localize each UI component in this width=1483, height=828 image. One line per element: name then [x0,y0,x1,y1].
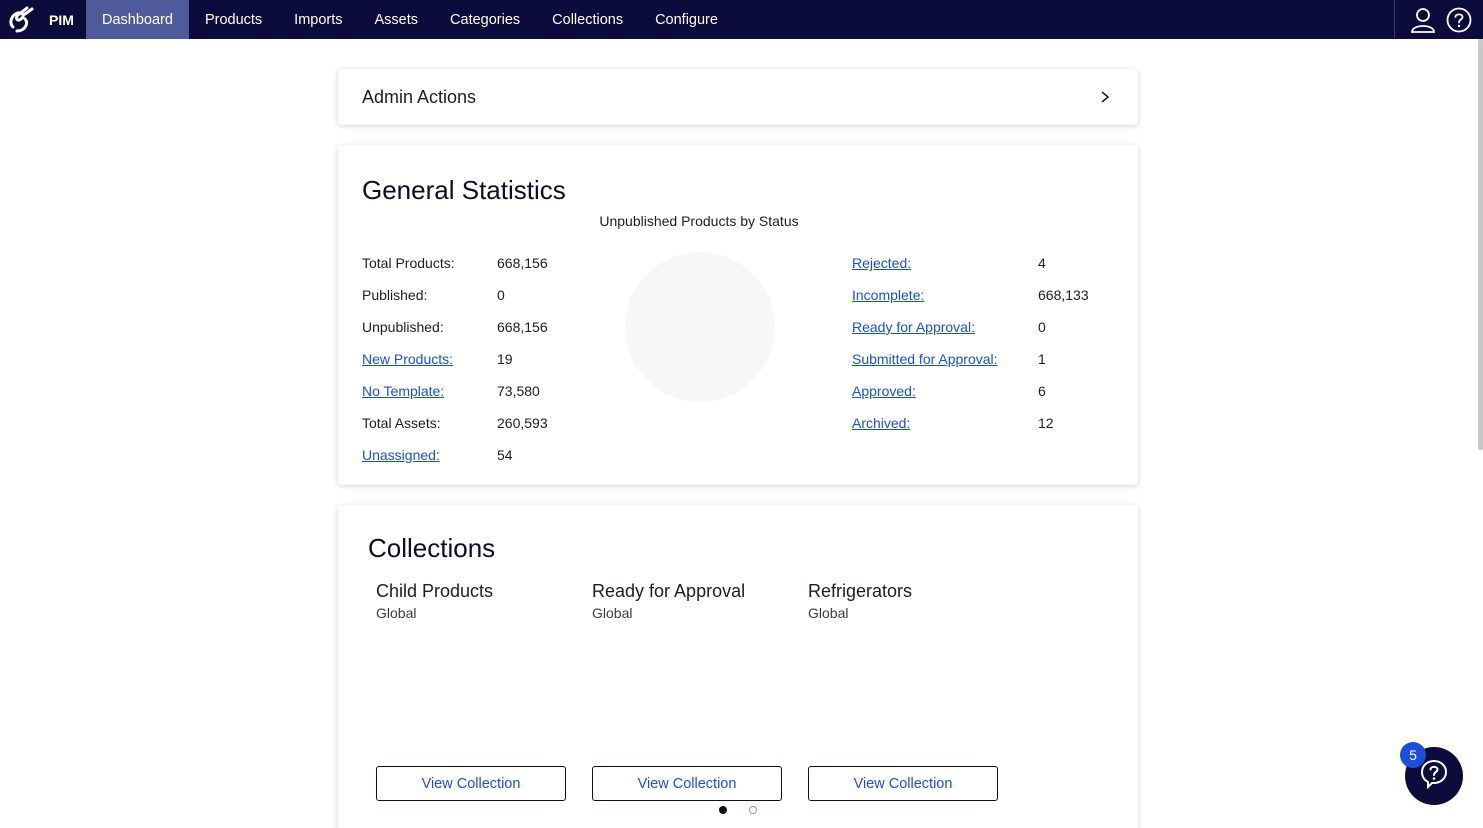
new-products-link[interactable]: New Products: [362,351,454,367]
collection-item: Ready for Approval Global [592,581,782,621]
ready-for-approval-link[interactable]: Ready for Approval: [852,319,975,335]
brand[interactable]: PIM [0,0,86,39]
brand-label: PIM [49,11,74,28]
stat-label: Unpublished: [362,319,444,335]
status-value: 6 [1038,383,1046,399]
admin-actions-card[interactable]: Admin Actions [338,69,1138,125]
nav-assets[interactable]: Assets [374,11,419,28]
collection-item: Child Products Global [376,581,566,621]
collection-item: Refrigerators Global [808,581,998,621]
view-collection-button[interactable]: View Collection [376,766,566,801]
collection-name: Refrigerators [808,581,913,601]
nav-products[interactable]: Products [204,11,263,28]
pim-logo-icon [0,0,39,39]
top-navbar: PIM Dashboard Products Imports Assets Ca… [0,0,1483,39]
stat-value: 54 [497,447,513,463]
status-value: 668,133 [1038,287,1089,303]
nav-categories[interactable]: Categories [450,11,521,28]
nav-configure[interactable]: Configure [655,11,718,28]
stat-value: 668,156 [497,255,548,271]
collection-scope: Global [808,605,849,621]
collection-name: Child Products [376,581,494,601]
nav-right-actions [1394,0,1483,39]
no-template-link[interactable]: No Template: [362,383,445,399]
stat-label: Total Assets: [362,415,441,431]
stat-value: 0 [497,287,505,303]
status-value: 0 [1038,319,1046,335]
incomplete-link[interactable]: Incomplete: [852,287,925,303]
submitted-for-approval-link[interactable]: Submitted for Approval: [852,351,998,367]
collections-title: Collections [368,533,496,563]
admin-actions-title: Admin Actions [362,86,477,107]
status-value: 12 [1038,415,1054,431]
stat-value: 260,593 [497,415,548,431]
collection-scope: Global [376,605,417,621]
collection-scope: Global [592,605,633,621]
stat-label: Published: [362,287,428,303]
collection-name: Ready for Approval [592,581,746,601]
rejected-link[interactable]: Rejected: [852,255,912,271]
question-bubble-icon [1419,758,1449,795]
unpublished-status-pie-chart [625,252,775,402]
stat-label: Total Products: [362,255,455,271]
status-value: 4 [1038,255,1046,271]
nav-collections[interactable]: Collections [552,11,624,28]
stat-value: 73,580 [497,383,540,399]
carousel-dot[interactable] [749,806,757,814]
view-collection-button[interactable]: View Collection [808,766,998,801]
stat-value: 19 [497,351,513,367]
archived-link[interactable]: Archived: [852,415,911,431]
vertical-scrollbar[interactable] [1478,39,1483,450]
nav-imports[interactable]: Imports [294,11,343,28]
notification-badge: 5 [1400,742,1426,768]
chevron-right-icon [1098,89,1112,105]
chart-title: Unpublished Products by Status [599,213,799,229]
unassigned-link[interactable]: Unassigned: [362,447,440,463]
help-circle-icon[interactable] [1446,7,1472,33]
status-value: 1 [1038,351,1046,367]
view-collection-button[interactable]: View Collection [592,766,782,801]
collections-card: Collections Child Products Global Ready … [338,505,1138,828]
general-statistics-card: General Statistics Unpublished Products … [338,145,1138,485]
nav-dashboard[interactable]: Dashboard [86,0,189,39]
user-icon[interactable] [1410,7,1436,33]
approved-link[interactable]: Approved: [852,383,916,399]
carousel-dot-active[interactable] [719,806,727,814]
stat-value: 668,156 [497,319,548,335]
general-statistics-title: General Statistics [362,175,566,205]
